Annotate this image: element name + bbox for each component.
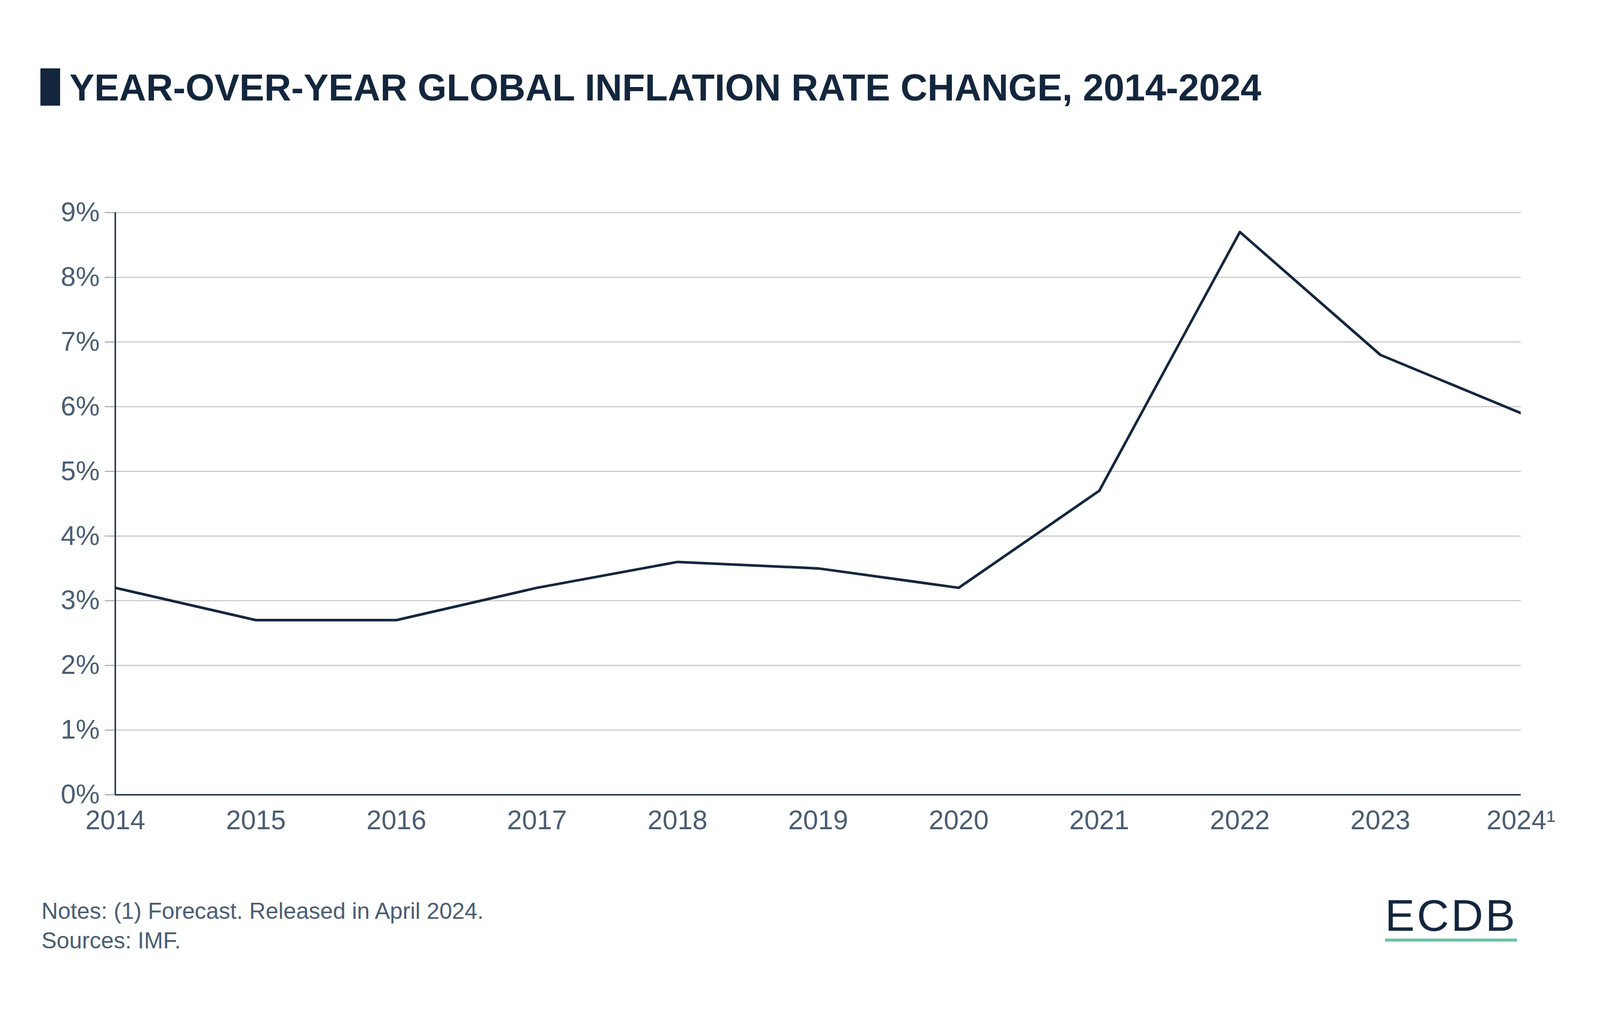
svg-text:2022: 2022 (1209, 805, 1270, 836)
svg-text:3%: 3% (60, 584, 100, 616)
svg-text:2024¹: 2024¹ (1486, 805, 1556, 836)
html-text:ECDB: ECDB (1385, 890, 1518, 941)
svg-text:4%: 4% (60, 520, 100, 551)
svg-text:2%: 2% (60, 649, 100, 680)
svg-text:2023: 2023 (1350, 805, 1411, 836)
html-text:Notes: (1) Forecast. Released: Notes: (1) Forecast. Released in April 2… (41, 898, 484, 924)
html-text:YEAR-OVER-YEAR GLOBAL INFLATIO: YEAR-OVER-YEAR GLOBAL INFLATION RATE CHA… (69, 66, 1262, 109)
svg-text:1%: 1% (60, 714, 100, 745)
svg-text:0%: 0% (60, 779, 100, 810)
html-text:Sources: IMF.: Sources: IMF. (41, 928, 181, 954)
svg-text:2015: 2015 (225, 805, 287, 836)
svg-text:7%: 7% (60, 326, 100, 357)
svg-text:5%: 5% (60, 455, 100, 487)
svg-text:8%: 8% (60, 261, 100, 292)
svg-text:2021: 2021 (1069, 805, 1130, 836)
svg-text:2017: 2017 (507, 805, 568, 836)
svg-text:6%: 6% (60, 391, 100, 422)
svg-text:2014: 2014 (85, 805, 146, 836)
svg-text:2016: 2016 (366, 805, 427, 836)
svg-text:9%: 9% (60, 196, 100, 227)
svg-text:2020: 2020 (928, 805, 989, 836)
svg-text:2019: 2019 (788, 805, 849, 836)
svg-text:2018: 2018 (647, 805, 708, 836)
